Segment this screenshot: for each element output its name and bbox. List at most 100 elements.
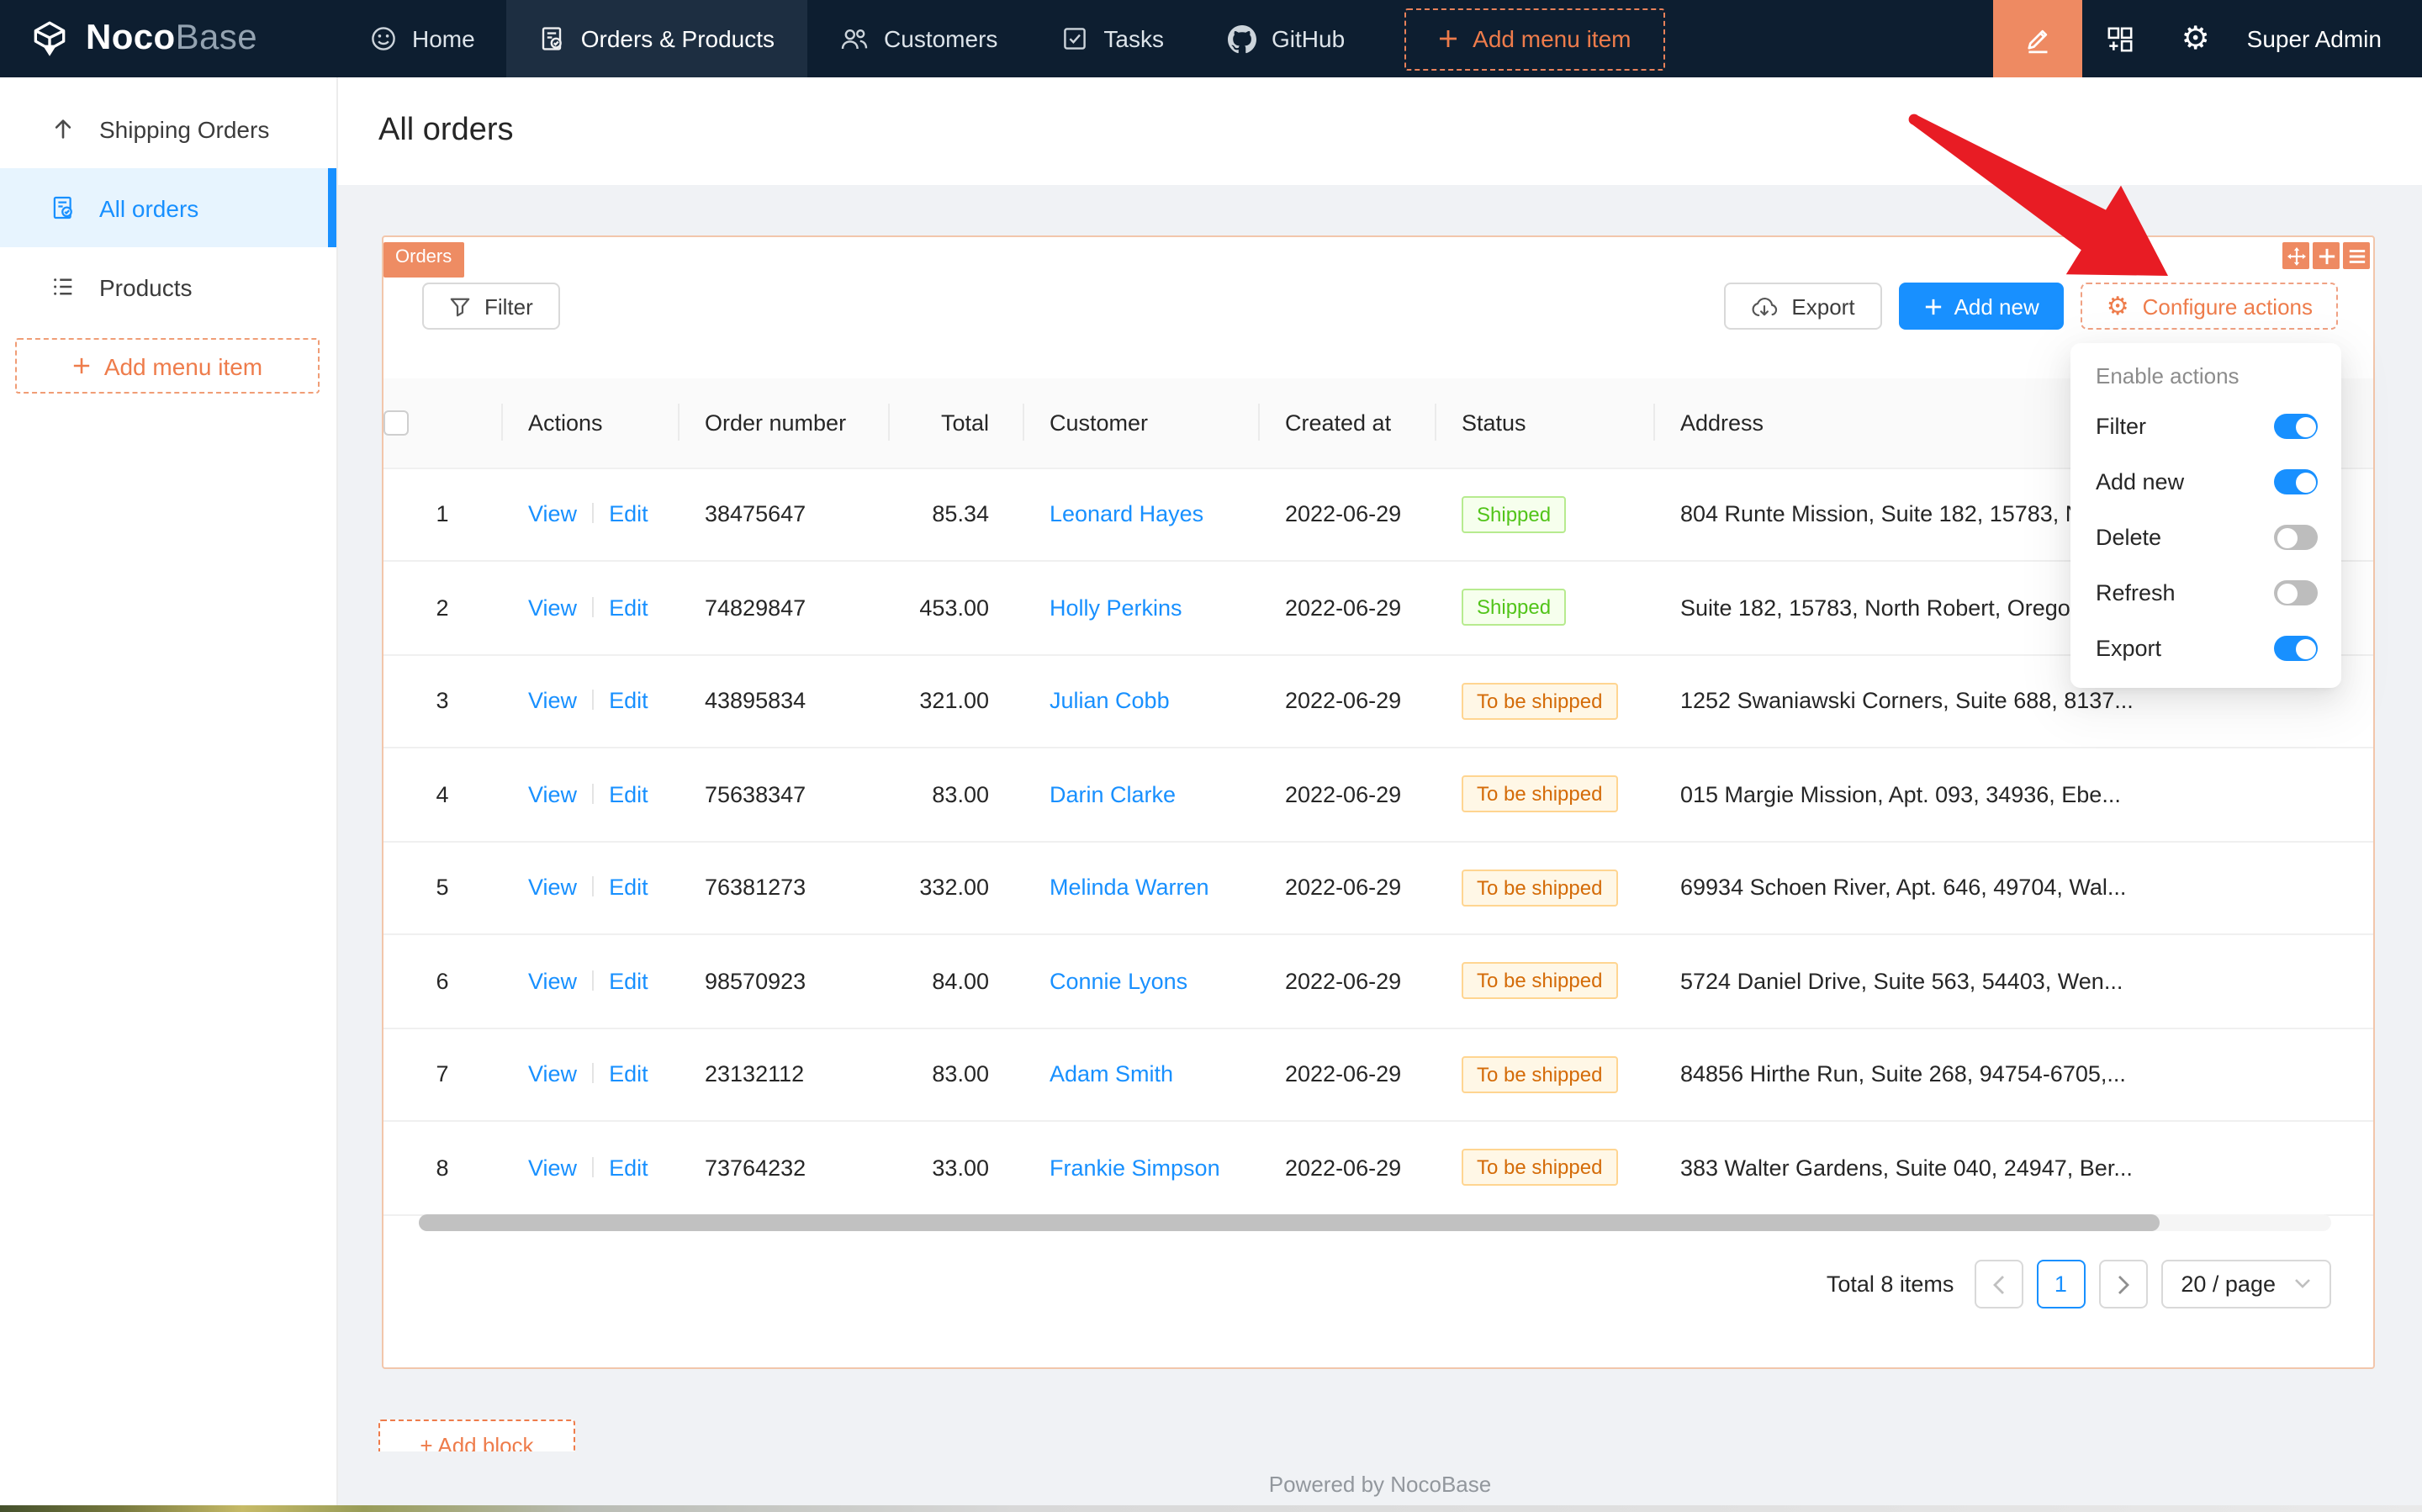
settings-button[interactable]: ⚙ [2158,0,2234,77]
nav-item-github[interactable]: GitHub [1196,0,1377,77]
edit-link[interactable]: Edit [609,1155,648,1181]
view-link[interactable]: View [528,968,578,994]
edit-link[interactable]: Edit [609,595,648,621]
view-link[interactable]: View [528,781,578,807]
export-button[interactable]: Export [1724,283,1882,330]
nav-add-menu-item-button[interactable]: Add menu item [1404,8,1665,70]
view-link[interactable]: View [528,875,578,901]
order-number-cell: 74829847 [678,561,888,655]
configure-actions-button[interactable]: ⚙ Configure actions [2081,283,2338,330]
toggle-switch[interactable] [2274,636,2318,661]
nav-item-label: Home [412,25,475,52]
sidebar-item-all-orders[interactable]: All orders [0,168,336,247]
view-link[interactable]: View [528,595,578,621]
top-nav: NocoBase Home [0,0,2422,77]
pagination: Total 8 items 1 20 / page [1827,1256,2331,1312]
order-number-cell: 38475647 [678,468,888,562]
customer-link[interactable]: Frankie Simpson [1050,1155,1220,1181]
page-number-button[interactable]: 1 [2036,1260,2086,1308]
add-new-button[interactable]: Add new [1898,283,2065,330]
customer-link[interactable]: Melinda Warren [1050,875,1209,901]
row-actions: View Edit [501,468,678,562]
ui-editor-button[interactable] [1992,0,2082,77]
customer-link[interactable]: Darin Clarke [1050,781,1177,807]
customer-link[interactable]: Holly Perkins [1050,595,1182,621]
status-cell: To be shipped [1435,1028,1653,1122]
enable-action-row[interactable]: Add new [2070,454,2341,510]
row-actions: View Edit [501,654,678,748]
nav-item-orders-products[interactable]: Orders & Products [506,0,807,77]
table-row: 4 View Edit 75638347 83.00 Darin Clarke 2022-0… [383,748,2373,842]
drag-move-button[interactable] [2282,242,2309,269]
edit-link[interactable]: Edit [609,688,648,714]
customer-cell: Frankie Simpson [1023,1121,1258,1215]
prev-page-button[interactable] [1974,1260,2023,1308]
nav-item-tasks[interactable]: Tasks [1029,0,1196,77]
block-menu-button[interactable] [2343,242,2370,269]
toggle-switch[interactable] [2274,414,2318,439]
customer-link[interactable]: Adam Smith [1050,1061,1174,1087]
nav-item-customers[interactable]: Customers [806,0,1029,77]
view-link[interactable]: View [528,501,578,527]
plugin-manager-button[interactable] [2082,0,2158,77]
toggle-switch[interactable] [2274,580,2318,605]
edit-link[interactable]: Edit [609,781,648,807]
scrollbar-thumb[interactable] [419,1214,2160,1231]
view-link[interactable]: View [528,1061,578,1087]
status-cell: To be shipped [1435,934,1653,1028]
nav-item-label: Orders & Products [580,25,775,52]
sidebar-item-shipping-orders[interactable]: Shipping Orders [0,89,336,168]
table-row: 8 View Edit 73764232 33.00 Frankie Simpson 202… [383,1121,2373,1215]
plus-icon [1924,297,1943,315]
enable-action-row[interactable]: Filter [2070,399,2341,454]
arrow-up-icon [50,116,76,141]
filter-button[interactable]: Filter [422,283,560,330]
customer-link[interactable]: Julian Cobb [1050,688,1170,714]
sidebar-add-menu-item-button[interactable]: Add menu item [15,338,320,394]
action-divider [592,503,595,524]
appstore-grid-icon [2106,24,2134,53]
view-link[interactable]: View [528,1155,578,1181]
status-badge: Shipped [1462,495,1567,533]
highlighter-pen-icon [2023,24,2052,53]
table-row: 6 View Edit 98570923 84.00 Connie Lyons 2022-0… [383,934,2373,1028]
next-page-button[interactable] [2098,1260,2148,1308]
toolbar-right-actions: Export Add new ⚙ Configure actions [1724,283,2338,330]
column-header-total: Total [888,378,1023,468]
nav-item-home[interactable]: Home [338,0,507,77]
address-cell: 383 Walter Gardens, Suite 040, 24947, Be… [1653,1121,2373,1215]
table-horizontal-scrollbar [419,1214,2331,1231]
enable-action-row[interactable]: Export [2070,621,2341,676]
check-square-icon [1061,25,1088,52]
add-block-stub-button[interactable]: + Add block [378,1419,575,1451]
status-cell: To be shipped [1435,748,1653,842]
row-actions: View Edit [501,561,678,655]
page-title: All orders [378,113,514,148]
user-menu[interactable]: Super Admin [2234,0,2422,77]
select-all-checkbox[interactable] [383,410,409,436]
row-actions: View Edit [501,841,678,935]
orders-block: Orders [382,235,2375,1369]
created-at-cell: 2022-06-29 [1258,934,1435,1028]
edit-link[interactable]: Edit [609,875,648,901]
edit-link[interactable]: Edit [609,501,648,527]
customer-link[interactable]: Connie Lyons [1050,968,1188,994]
view-link[interactable]: View [528,688,578,714]
sidebar-item-products[interactable]: Products [0,247,336,326]
toggle-knob [2295,638,2315,658]
row-index: 1 [383,468,501,562]
add-block-button[interactable] [2313,242,2340,269]
row-index: 3 [383,654,501,748]
enable-action-label: Export [2096,636,2162,661]
status-cell: To be shipped [1435,654,1653,748]
toggle-switch[interactable] [2274,525,2318,550]
customer-link[interactable]: Leonard Hayes [1050,501,1204,527]
enable-action-row[interactable]: Delete [2070,510,2341,565]
toggle-switch[interactable] [2274,469,2318,494]
nocobase-logo[interactable]: NocoBase [0,0,338,77]
enable-action-row[interactable]: Refresh [2070,565,2341,621]
edit-link[interactable]: Edit [609,1061,648,1087]
edit-link[interactable]: Edit [609,968,648,994]
enable-actions-dropdown: Enable actions Filter Add new Delete Refres… [2070,343,2341,688]
page-size-select[interactable]: 20 / page [2160,1260,2331,1308]
